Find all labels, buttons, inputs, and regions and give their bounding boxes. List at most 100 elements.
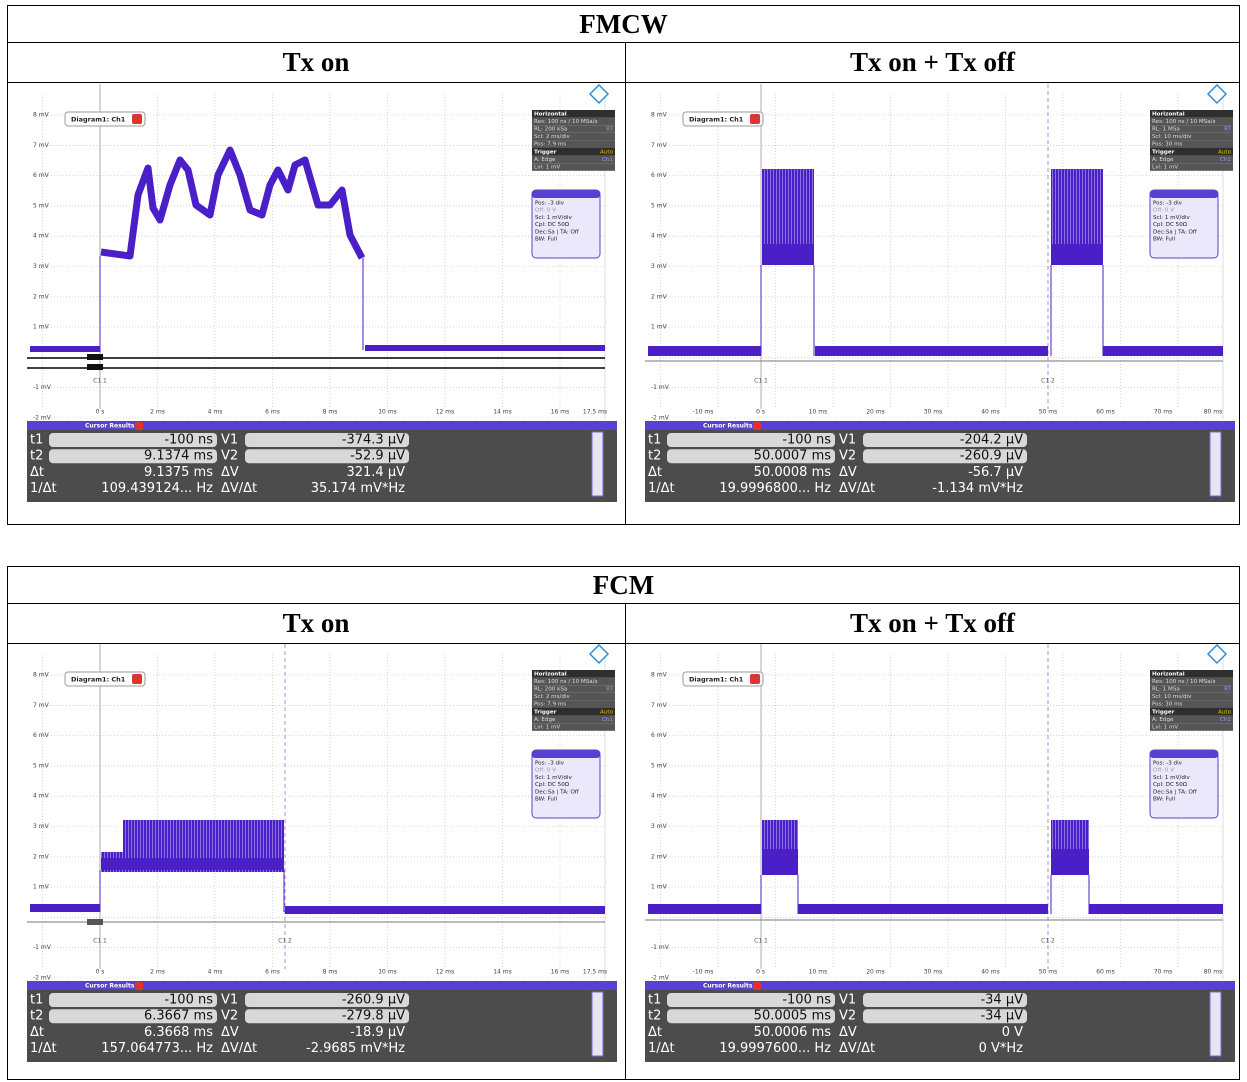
y-axis-label: -2 mV	[651, 975, 670, 982]
y-axis-label: 2 mV	[33, 853, 50, 860]
channel-header	[1150, 750, 1218, 758]
y-axis-label: 4 mV	[33, 233, 50, 240]
result-label: ΔV	[839, 465, 857, 480]
channel-text: Off: 0 V	[535, 208, 556, 214]
info-text: Trigger	[534, 709, 557, 715]
info-text: Trigger	[1152, 709, 1175, 715]
result-value: 109.439124... Hz	[101, 481, 213, 496]
result-label: ΔV/Δt	[839, 481, 875, 496]
waveform	[30, 904, 100, 912]
result-value: -56.7 µV	[968, 465, 1023, 480]
channel-header	[532, 750, 600, 758]
channel-text: Scl: 1 mV/div	[535, 775, 572, 781]
info-text: Pos: 7.9 ms	[534, 142, 566, 148]
waveform	[285, 906, 605, 914]
waveform	[798, 904, 1048, 914]
y-axis-label: 5 mV	[651, 202, 668, 209]
waveform	[365, 345, 605, 351]
result-value: 9.1374 ms	[144, 449, 213, 464]
cursor-label: C1.1	[754, 378, 768, 385]
y-axis-label: 5 mV	[651, 762, 668, 769]
y-axis-label: -2 mV	[33, 415, 52, 422]
result-label: ΔV/Δt	[221, 481, 257, 496]
result-label: t2	[648, 1009, 661, 1024]
result-label: ΔV	[839, 1025, 857, 1040]
waveform	[762, 244, 814, 265]
x-axis-label: 50 ms	[1039, 409, 1058, 416]
diagram-label: Diagram1: Ch1	[71, 116, 126, 124]
result-value: -204.2 µV	[960, 433, 1023, 448]
info-text: Auto	[1218, 709, 1232, 715]
result-value: -34 µV	[980, 993, 1023, 1008]
result-label: t2	[648, 449, 661, 464]
column-header: Tx on + Tx off	[625, 604, 1240, 642]
result-label: V1	[839, 433, 856, 448]
result-label: ΔV/Δt	[839, 1041, 875, 1056]
x-axis-label: 12 ms	[436, 969, 455, 976]
y-axis-label: 6 mV	[651, 732, 668, 739]
info-text: Pos: 30 ms	[1152, 702, 1183, 708]
result-label: 1/Δt	[648, 481, 675, 496]
channel-text: Off: 0 V	[1153, 208, 1174, 214]
x-axis-label: 10 ms	[809, 409, 828, 416]
info-text: RT	[606, 687, 613, 693]
result-value: -1.134 mV*Hz	[932, 481, 1023, 496]
result-label: 1/Δt	[30, 481, 57, 496]
channel-text: Cpl: DC 50Ω	[1153, 222, 1188, 228]
result-value: -100 ns	[782, 433, 831, 448]
info-text: Auto	[1218, 149, 1232, 155]
x-axis-label: 70 ms	[1154, 969, 1173, 976]
result-value: 9.1375 ms	[144, 465, 213, 480]
channel-text: Scl: 1 mV/div	[1153, 215, 1190, 221]
waveform	[648, 346, 761, 356]
result-value: -260.9 µV	[342, 993, 405, 1008]
x-axis-label: -10 ms	[693, 409, 714, 416]
waveform	[815, 346, 1048, 356]
x-axis-label: 4 ms	[208, 409, 223, 416]
info-text: RL: 1 MSa	[1152, 127, 1180, 133]
result-value: 0 V	[1002, 1025, 1023, 1040]
x-axis-label: 80 ms	[1204, 969, 1223, 976]
x-axis-label: 80 ms	[1204, 409, 1223, 416]
waveform	[1051, 244, 1103, 265]
x-axis-label: 30 ms	[924, 409, 943, 416]
channel-text: Off: 0 V	[1153, 768, 1174, 774]
y-axis-label: 3 mV	[33, 263, 50, 270]
y-axis-label: 3 mV	[651, 823, 668, 830]
info-text: Scl: 10 ms/div	[1152, 134, 1192, 140]
channel-text: BW: Full	[535, 237, 558, 243]
scope-screenshot: 8 mV7 mV6 mV5 mV4 mV3 mV2 mV1 mV-1 mV-2 …	[645, 84, 1235, 502]
x-axis-label: 16 ms	[551, 409, 570, 416]
waveform	[1089, 904, 1223, 914]
y-axis-label: 7 mV	[651, 142, 668, 149]
info-text: Lvl: 1 mV	[534, 725, 560, 731]
y-axis-label: 5 mV	[33, 762, 50, 769]
result-value: 50.0006 ms	[754, 1025, 832, 1040]
x-axis-label: 40 ms	[981, 969, 1000, 976]
x-axis-label: 10 ms	[378, 409, 397, 416]
y-axis-label: 3 mV	[651, 263, 668, 270]
x-axis-label: 60 ms	[1096, 969, 1115, 976]
x-axis-label: 0 s	[96, 969, 105, 976]
x-axis-label: 10 ms	[378, 969, 397, 976]
cursor-label: C1.2	[1041, 938, 1055, 945]
info-text: Lvl: 1 mV	[1152, 725, 1178, 731]
info-text: RL: 200 kSa	[534, 127, 567, 133]
info-text: Scl: 2 ms/div	[534, 694, 571, 700]
y-axis-label: 7 mV	[33, 142, 50, 149]
info-text: Ch1	[602, 717, 613, 723]
result-label: V1	[221, 433, 238, 448]
result-value: 0 V*Hz	[979, 1041, 1024, 1056]
result-label: Δt	[30, 1025, 44, 1040]
info-text: Horizontal	[534, 671, 567, 677]
table-title: FMCW	[7, 5, 1240, 43]
channel-text: Dec:Sa | TA: Off	[1153, 789, 1197, 795]
info-text: Ch1	[1220, 717, 1231, 723]
x-axis-label: 40 ms	[981, 409, 1000, 416]
result-label: Δt	[648, 465, 662, 480]
channel-text: BW: Full	[535, 797, 558, 803]
table-title: FCM	[7, 566, 1240, 604]
close-icon	[750, 114, 760, 124]
result-label: Δt	[30, 465, 44, 480]
channel-text: Pos: -3 div	[1153, 201, 1183, 207]
